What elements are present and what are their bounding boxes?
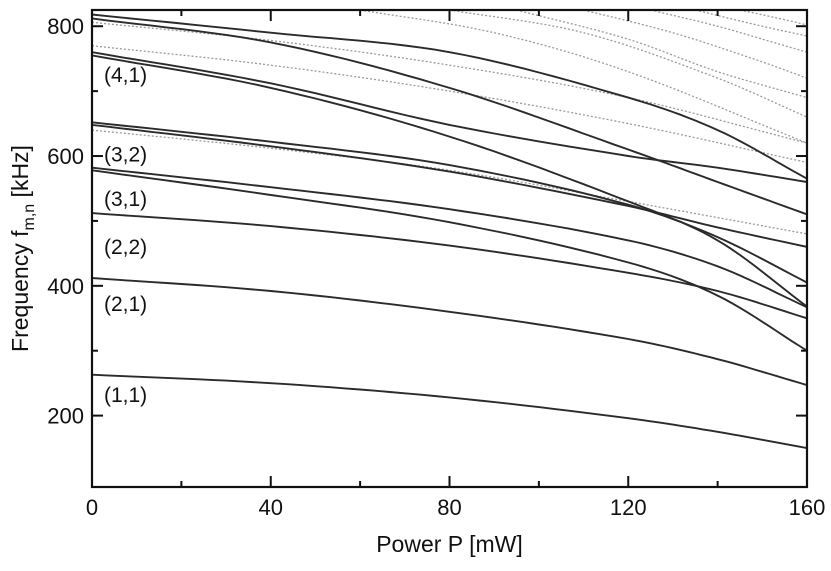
x-tick-label: 0 <box>86 495 98 520</box>
mode-labels: (1,1) (2,1) (2,2) (3,1) (3,2) (4,1) <box>104 64 147 407</box>
mode-curve-7 <box>92 123 807 248</box>
mode-curve-1 <box>92 373 807 450</box>
mode-curve-11 <box>92 17 807 216</box>
faint-curve-9 <box>695 10 807 37</box>
y-axis-label: Frequency fm,n [kHz] <box>7 145 38 352</box>
y-tick-label: 600 <box>47 144 84 169</box>
series-curves <box>92 13 807 450</box>
faint-curve-7 <box>583 10 807 79</box>
mode-curve-2 <box>92 277 807 387</box>
mode-curve-4 <box>92 166 807 309</box>
faint-curve-3 <box>92 129 807 235</box>
faint-curve-2 <box>92 21 807 144</box>
mode-label: (4,1) <box>104 64 147 87</box>
y-axis-label-unit: [kHz] <box>7 145 33 204</box>
mode-curve-3 <box>92 212 807 320</box>
mode-curve-9 <box>92 54 807 308</box>
mode-label: (3,2) <box>104 144 147 167</box>
plot-frame <box>90 8 809 489</box>
x-tick-label: 40 <box>259 495 283 520</box>
y-tick-label: 800 <box>47 14 84 39</box>
mode-label: (3,1) <box>104 188 147 211</box>
mode-label: (1,1) <box>104 384 147 407</box>
mode-curve-10 <box>92 13 807 180</box>
faint-curve-1 <box>92 45 807 164</box>
y-tick-label: 200 <box>47 404 84 429</box>
x-tick-label: 120 <box>610 495 647 520</box>
faint-curve-8 <box>650 10 807 53</box>
mode-label: (2,2) <box>104 236 147 259</box>
y-tick-label: 400 <box>47 274 84 299</box>
mode-curve-8 <box>92 51 807 183</box>
mode-curve-5 <box>92 169 807 352</box>
mode-label: (2,1) <box>104 293 147 316</box>
x-tick-label: 160 <box>789 495 826 520</box>
faint-curve-4 <box>359 10 807 144</box>
mode-curve-6 <box>92 121 807 284</box>
y-axis-label-main: Frequency f <box>7 230 33 352</box>
faint-curve-10 <box>739 10 807 26</box>
faint-curves <box>92 10 807 235</box>
x-axis-label: Power P [mW] <box>376 531 523 557</box>
faint-curve-6 <box>516 10 807 99</box>
axis-ticks: 0 40 80 120 160 200 400 600 800 <box>47 10 825 520</box>
y-axis-label-sub: m,n <box>21 204 38 231</box>
x-tick-label: 80 <box>437 495 461 520</box>
